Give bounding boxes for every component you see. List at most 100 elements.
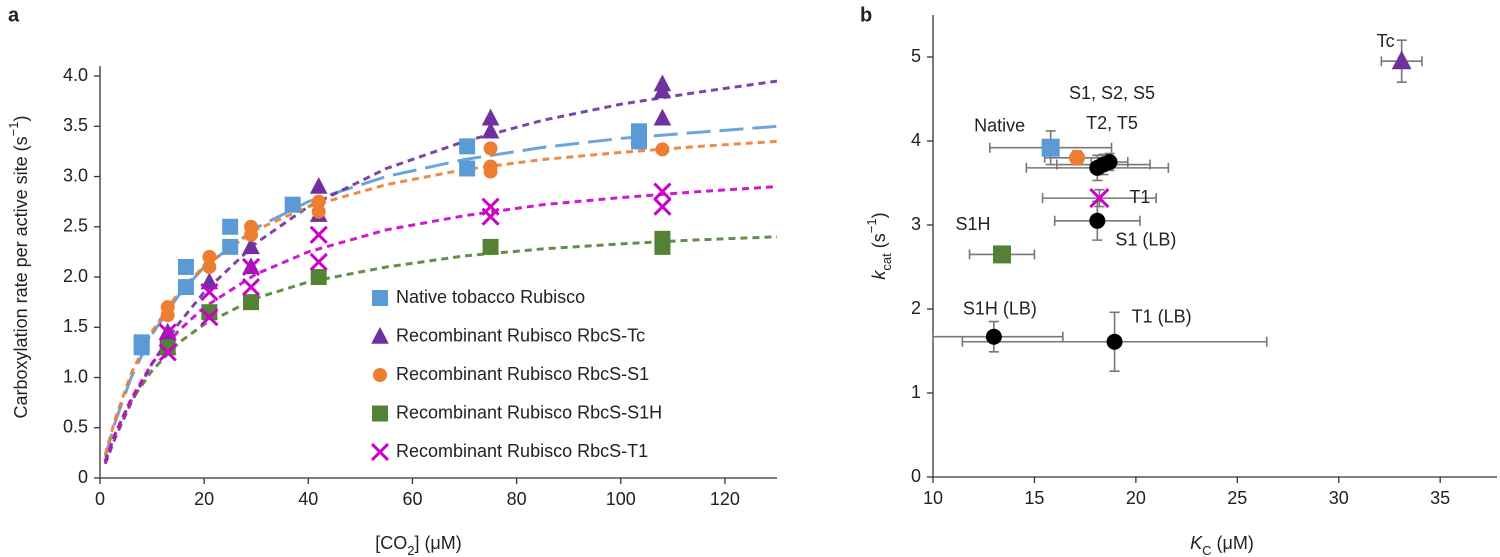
- marker: [1089, 188, 1110, 209]
- marker: [177, 279, 194, 296]
- marker: [158, 323, 177, 342]
- point-label: Native: [974, 115, 1025, 135]
- axis-label-part: ): [11, 116, 31, 122]
- marker: [459, 138, 476, 155]
- marker: [481, 121, 500, 139]
- fit-curve: [103, 139, 778, 456]
- marker: [244, 227, 259, 242]
- y-tick-label: 0: [78, 467, 88, 487]
- legend-label: Native tobacco Rubisco: [396, 287, 585, 307]
- marker: [202, 259, 217, 274]
- legend-label: Recombinant Rubisco RbcS-S1H: [396, 402, 662, 422]
- axis-label-part: k: [869, 270, 889, 280]
- marker: [1069, 149, 1086, 166]
- marker: [483, 164, 498, 179]
- x-tick-label: 35: [1430, 488, 1450, 508]
- axis-label: KC (μM): [1190, 533, 1254, 557]
- marker: [309, 252, 328, 272]
- marker: [200, 272, 219, 290]
- x-tick-label: 0: [95, 489, 105, 509]
- marker: [459, 160, 476, 177]
- axis-label: [CO2] (μM): [375, 533, 462, 557]
- axis-label-part: −1: [864, 218, 879, 233]
- fit-curve: [103, 235, 778, 462]
- marker: [654, 238, 671, 255]
- marker: [200, 308, 219, 327]
- axis-label-part: −1: [6, 122, 21, 137]
- legend-marker: [372, 405, 388, 422]
- y-tick-label: 2.0: [63, 266, 88, 286]
- marker: [158, 343, 177, 362]
- marker: [159, 339, 176, 356]
- annotation: T2, T5: [1086, 113, 1138, 133]
- marker: [482, 238, 499, 255]
- marker: [481, 207, 500, 226]
- x-tick-label: 100: [606, 489, 636, 509]
- marker: [985, 328, 1002, 345]
- axis-label-part: 2: [407, 543, 414, 557]
- axis-label-part: [CO: [375, 533, 407, 553]
- x-tick-label: 80: [507, 489, 527, 509]
- marker: [284, 196, 301, 213]
- marker: [311, 194, 326, 209]
- y-tick-label: 1.0: [63, 366, 88, 386]
- point-label: T1 (LB): [1132, 307, 1192, 327]
- axis-label-part: cat: [879, 253, 894, 271]
- point-label: S1H: [955, 214, 990, 234]
- legend-marker: [371, 326, 389, 344]
- y-tick-label: 3.0: [63, 165, 88, 185]
- y-tick-label: 0.5: [63, 417, 88, 437]
- marker: [310, 269, 327, 286]
- x-tick-label: 20: [1126, 488, 1146, 508]
- marker: [222, 218, 239, 235]
- y-tick-label: 3.5: [63, 115, 88, 135]
- legend-marker: [373, 368, 387, 382]
- panel-label: b: [860, 4, 872, 26]
- point-label: S1 (LB): [1115, 230, 1176, 250]
- x-tick-label: 60: [402, 489, 422, 509]
- marker: [653, 81, 672, 99]
- marker: [241, 278, 261, 297]
- fit-curve: [103, 79, 778, 465]
- x-tick-label: 25: [1227, 488, 1247, 508]
- legend-label: Recombinant Rubisco RbcS-T1: [396, 441, 648, 461]
- y-tick-label: 2.5: [63, 216, 88, 236]
- legend-marker: [372, 290, 388, 306]
- marker: [202, 249, 217, 264]
- panel-label: a: [8, 4, 20, 26]
- y-tick-label: 5: [911, 46, 921, 66]
- marker: [653, 197, 672, 216]
- marker: [309, 225, 328, 244]
- y-tick-label: 2: [911, 298, 921, 318]
- axis-label: kcat (s−1): [864, 212, 894, 279]
- marker: [1089, 212, 1106, 229]
- fit-curve: [103, 185, 778, 463]
- marker: [1041, 138, 1060, 157]
- y-tick-label: 1: [911, 382, 921, 402]
- axis-label-part: (μM): [1212, 533, 1254, 553]
- y-tick-label: 4.0: [63, 65, 88, 85]
- marker: [160, 308, 175, 323]
- legend-marker: [370, 442, 390, 462]
- marker: [133, 334, 150, 351]
- legend-label: Recombinant Rubisco RbcS-S1: [396, 364, 649, 384]
- marker: [481, 108, 500, 126]
- x-tick-label: 30: [1329, 488, 1349, 508]
- marker: [242, 237, 260, 255]
- axis-label-part: Carboxylation rate per active site (s: [11, 136, 31, 418]
- axis-label-part: K: [1190, 533, 1203, 553]
- y-tick-label: 4: [911, 130, 921, 150]
- point-label: Tc: [1377, 31, 1395, 51]
- marker: [177, 258, 194, 275]
- marker: [309, 176, 328, 194]
- annotation: S1, S2, S5: [1069, 83, 1155, 103]
- marker: [653, 108, 672, 126]
- x-tick-label: 10: [923, 488, 943, 508]
- point-label: S1H (LB): [963, 298, 1037, 318]
- marker: [241, 257, 261, 277]
- marker: [992, 245, 1011, 264]
- x-tick-label: 120: [710, 489, 740, 509]
- fit-curve: [103, 124, 778, 458]
- x-tick-label: 20: [194, 489, 214, 509]
